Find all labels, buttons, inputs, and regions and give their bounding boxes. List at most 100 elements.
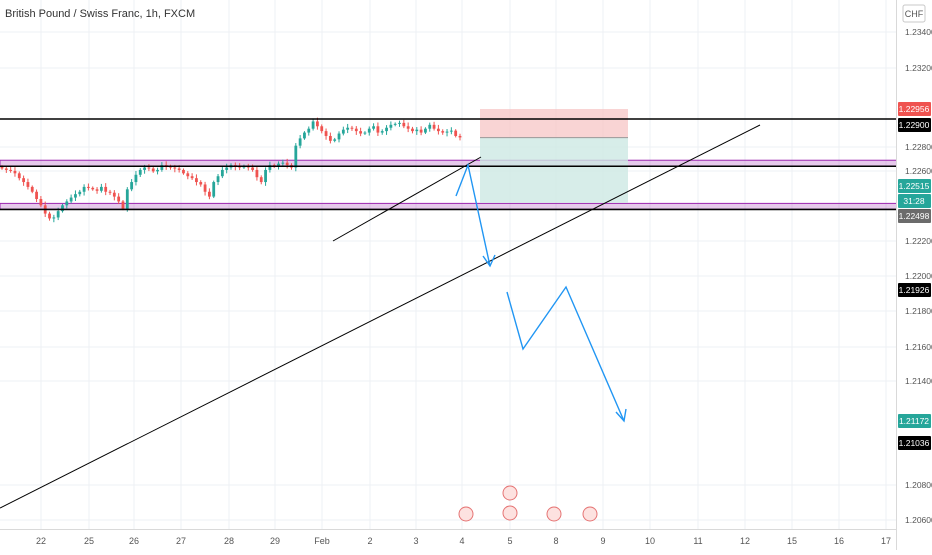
price-tick-label: 1.23400	[905, 27, 932, 37]
candle-body	[138, 169, 142, 175]
candle-body	[82, 186, 86, 192]
position-boxes	[480, 109, 628, 203]
candle-body	[225, 167, 229, 170]
zones	[0, 159, 898, 210]
candle-body	[207, 191, 211, 197]
candle-body	[385, 127, 388, 132]
candle-body	[428, 124, 432, 129]
candle-body	[298, 138, 302, 146]
candle-body	[398, 122, 401, 124]
candle-body	[65, 201, 69, 206]
price-tick-label: 1.21600	[905, 342, 932, 352]
candle-body	[17, 173, 21, 179]
time-tick-label: 12	[740, 536, 750, 546]
candle-body	[177, 168, 181, 170]
candle-body	[125, 189, 129, 209]
time-tick-label: 15	[787, 536, 797, 546]
candle-body	[61, 205, 64, 212]
candle-body	[458, 135, 462, 138]
candle-body	[415, 129, 419, 132]
candle-body	[311, 121, 315, 129]
support-lower-label: 1.21036	[899, 438, 930, 448]
candle-body	[277, 163, 280, 167]
time-tick-label: 4	[459, 536, 464, 546]
candle-body	[56, 211, 60, 218]
event-marker-icon[interactable]	[546, 506, 562, 522]
candle-body	[143, 167, 146, 170]
projection-arrowhead-2	[615, 408, 627, 423]
candle-body	[350, 127, 354, 129]
resistance-label: 1.22900	[899, 120, 930, 130]
price-tick-label: 1.21400	[905, 376, 932, 386]
candle-body	[424, 128, 427, 133]
time-tick-label: Feb	[314, 536, 330, 546]
grid	[0, 0, 897, 529]
candle-body	[190, 176, 194, 179]
long-trendline	[0, 124, 761, 509]
candle-body	[337, 133, 341, 140]
lower-support-zone	[0, 202, 898, 210]
candle-body	[303, 132, 306, 139]
candle-body	[328, 135, 332, 141]
candle-body	[35, 191, 38, 200]
horizontal-levels	[0, 118, 897, 211]
candle-body	[441, 131, 445, 133]
candle-body	[134, 174, 138, 183]
stop-loss-label-bg	[898, 102, 931, 116]
candle-body	[182, 169, 185, 174]
candle-body	[151, 168, 155, 172]
time-tick-label: 28	[224, 536, 234, 546]
currency-badge-label: CHF	[905, 9, 924, 19]
candle-body	[251, 167, 255, 170]
event-marker-icon[interactable]	[502, 505, 518, 521]
candle-body	[436, 128, 440, 132]
candle-body	[52, 217, 56, 219]
candle-body	[91, 187, 95, 190]
candle-body	[147, 167, 151, 169]
event-marker-icon[interactable]	[502, 485, 518, 501]
candle-body	[363, 132, 367, 134]
candle-body	[359, 131, 363, 134]
candle-body	[449, 130, 453, 132]
candle-body	[294, 145, 298, 168]
time-tick-label: 11	[693, 536, 702, 546]
projection-arrowhead-1	[482, 254, 496, 268]
time-tick-label: 25	[84, 536, 94, 546]
candle-body	[78, 191, 82, 195]
candle-body	[380, 131, 384, 133]
price-axis[interactable]: 1.23400 1.23200 1.22800 1.22600 1.22200 1.220…	[905, 27, 932, 525]
price-tick-label: 1.22000	[905, 271, 932, 281]
price-tick-label: 1.21800	[905, 306, 932, 316]
support-upper-label: 1.21926	[899, 285, 930, 295]
bid-label: 1.22498	[899, 211, 930, 221]
candle-body	[259, 177, 263, 183]
candle-body	[307, 128, 311, 133]
time-tick-label: 26	[129, 536, 139, 546]
candle-body	[216, 176, 220, 183]
price-axis-bg	[897, 0, 932, 550]
candle-body	[389, 124, 393, 128]
time-tick-label: 17	[881, 536, 891, 546]
time-axis[interactable]: 22 25 26 27 28 29 Feb 2 3 4 5 8 9 10 11 12 15 16 17	[36, 536, 891, 546]
candle-body	[199, 182, 203, 185]
candle-body	[212, 182, 216, 197]
time-tick-label: 16	[834, 536, 844, 546]
price-tick-label: 1.22800	[905, 142, 932, 152]
price-tick-label: 1.20600	[905, 515, 932, 525]
candle-body	[74, 194, 77, 198]
projection-path-1	[455, 162, 491, 267]
event-marker-icon[interactable]	[458, 506, 474, 522]
currency-badge[interactable]	[902, 4, 926, 23]
candle-body	[281, 162, 285, 164]
event-marker-icon[interactable]	[582, 506, 598, 522]
candle-body	[108, 191, 112, 193]
candle-body	[333, 139, 337, 141]
candle-body	[432, 124, 436, 129]
time-tick-label: 8	[553, 536, 558, 546]
candle-body	[324, 131, 328, 136]
candle-body	[367, 128, 371, 133]
candle-body	[173, 167, 177, 169]
candle-body	[99, 186, 103, 191]
